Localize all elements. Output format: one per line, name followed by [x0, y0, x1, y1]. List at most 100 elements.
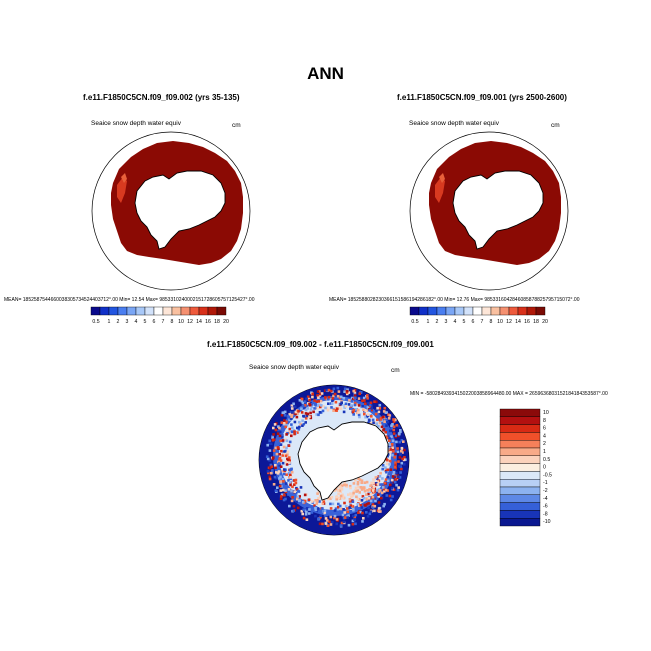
diff-speckle-cell — [357, 477, 360, 481]
diff-speckle-cell — [369, 401, 373, 405]
diff-speckle-cell — [321, 507, 324, 510]
diff-speckle-cell — [306, 407, 310, 410]
diff-speckle-cell — [392, 428, 395, 432]
diff-speckle-cell — [388, 439, 391, 442]
diff-speckle-cell — [306, 412, 310, 416]
diff-speckle-cell — [299, 486, 303, 489]
diff-speckle-cell — [279, 475, 282, 479]
panel1-colorbar-swatch — [108, 306, 119, 316]
diff-speckle-cell — [288, 504, 291, 508]
diff-speckle-cell — [337, 502, 340, 506]
diff-speckle-cell — [314, 506, 317, 510]
diff-speckle-cell — [386, 475, 390, 478]
diff-speckle-cell — [333, 509, 337, 512]
diff-speckle-cell — [280, 413, 284, 417]
diff-speckle-cell — [368, 419, 371, 422]
diff-speckle-cell — [286, 415, 290, 418]
diff-speckle-cell — [352, 408, 356, 412]
diff-speckle-cell — [274, 428, 278, 432]
panel1-variable-label: Seaice snow depth water equiv — [91, 120, 181, 127]
diff-speckle-cell — [318, 394, 322, 398]
diff-speckle-cell — [282, 480, 285, 483]
diff-speckle-cell — [385, 457, 388, 461]
panel1-colorbar-swatch — [90, 306, 101, 316]
diff-speckle-cell — [305, 507, 309, 510]
diff-speckle-cell — [360, 506, 364, 509]
diff-speckle-cell — [304, 408, 308, 412]
panel1-colorbar-swatch — [117, 306, 128, 316]
diff-colorbar-tick-label: 2 — [543, 441, 546, 447]
diff-speckle-cell — [354, 513, 358, 517]
diff-speckle-cell — [270, 465, 274, 468]
diff-speckle-cell — [344, 405, 348, 408]
diff-speckle-cell — [288, 459, 291, 462]
diff-speckle-cell — [333, 392, 337, 396]
diff-speckle-cell — [388, 474, 392, 477]
diff-speckle-cell — [329, 497, 332, 500]
diff-speckle-cell — [293, 490, 296, 493]
diff-antarctica-land — [298, 422, 388, 500]
diff-colorbar-tick-label: 8 — [543, 418, 546, 424]
diff-speckle-cell — [366, 413, 370, 416]
diff-speckle-cell — [341, 493, 344, 497]
diff-speckle-cell — [282, 498, 286, 502]
diff-speckle-cell — [369, 493, 373, 496]
diff-speckle-cell — [363, 412, 366, 416]
panel2-colorbar-swatch — [535, 306, 546, 316]
diff-speckle-cell — [285, 439, 289, 443]
diff-speckle-cell — [382, 486, 385, 489]
diff-speckle-cell — [356, 482, 360, 486]
diff-speckle-cell — [276, 472, 280, 475]
diff-speckle-cell — [337, 390, 341, 393]
panel2-colorbar-swatch — [427, 306, 438, 316]
diff-speckle-cell — [297, 499, 301, 502]
panel1-colorbar-swatch — [153, 306, 164, 316]
diff-speckle-cell — [290, 413, 294, 417]
diff-speckle-cell — [358, 392, 361, 395]
diff-speckle-cell — [334, 487, 338, 491]
diff-speckle-cell — [279, 489, 283, 492]
diff-speckle-cell — [378, 475, 382, 478]
panel2-colorbar-swatch — [472, 306, 483, 316]
diff-speckle-cell — [374, 482, 378, 485]
diff-speckle-cell — [320, 404, 323, 407]
panel2-colorbar-swatch — [490, 306, 501, 316]
diff-speckle-cell — [327, 397, 330, 401]
diff-speckle-cell — [285, 446, 288, 450]
diff-speckle-cell — [300, 407, 303, 410]
diff-speckle-cell — [357, 413, 361, 417]
diff-speckle-cell — [370, 415, 373, 418]
diff-speckle-cell — [300, 400, 304, 403]
diff-speckle-cell — [269, 466, 272, 470]
panel2-colorbar-swatch — [445, 306, 456, 316]
panel1-colorbar-swatch — [189, 306, 200, 316]
diff-speckle-cell — [369, 484, 372, 488]
diff-speckle-cell — [276, 432, 280, 435]
diff-speckle-cell — [281, 477, 285, 481]
diff-speckle-cell — [285, 463, 289, 466]
panel1-colorbar-swatch — [216, 306, 227, 316]
diff-speckle-cell — [323, 511, 327, 515]
diff-speckle-cell — [292, 509, 295, 513]
diff-colorbar-tick-label: 6 — [543, 426, 546, 432]
diff-speckle-cell — [318, 500, 321, 503]
diff-speckle-cell — [362, 396, 366, 400]
diff-speckle-cell — [335, 522, 338, 526]
diff-speckle-cell — [271, 469, 274, 472]
diff-speckle-cell — [362, 487, 366, 490]
diff-speckle-cell — [385, 424, 388, 427]
diff-speckle-cell — [336, 394, 340, 398]
diff-speckle-cell — [394, 478, 397, 481]
diff-speckle-cell — [278, 462, 281, 465]
diff-speckle-cell — [388, 459, 392, 463]
diff-speckle-cell — [404, 458, 407, 461]
diff-speckle-cell — [277, 430, 281, 434]
diff-speckle-cell — [325, 519, 329, 522]
diff-speckle-cell — [397, 434, 400, 438]
diff-speckle-cell — [285, 420, 288, 424]
diff-speckle-cell — [354, 396, 357, 400]
diff-speckle-cell — [318, 411, 322, 414]
diff-speckle-cell — [288, 427, 292, 431]
diff-speckle-cell — [393, 465, 397, 469]
diff-speckle-cell — [270, 471, 273, 475]
